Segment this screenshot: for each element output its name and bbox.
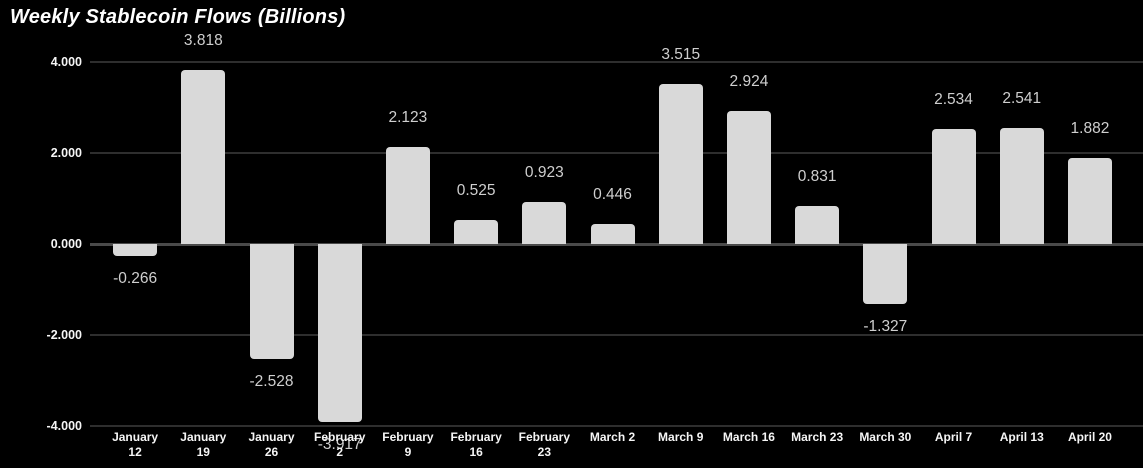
gridline [90, 425, 1143, 427]
bar-march-9 [658, 84, 703, 244]
bars-layer: -0.266 3.818 -2.528 -3.917 2.123 0.525 0.923 0.… [101, 32, 1124, 453]
bar-value-label: 2.123 [388, 109, 428, 127]
y-tick-label: -2.000 [46, 328, 82, 342]
bar-value-label: -3.917 [317, 436, 362, 454]
bar-value-label: 0.923 [524, 164, 564, 181]
x-tick-label: March 16 [722, 430, 775, 444]
x-tick-label: March 23 [791, 430, 844, 444]
bar-value-label: 0.525 [456, 182, 496, 200]
x-tick-label: April 7 [934, 430, 973, 444]
bar-slot: 2.123 [374, 62, 442, 426]
chart-title: Weekly Stablecoin Flows (Billions) [10, 6, 346, 28]
x-axis-labels: January 12 January 19 January 26 February 2 Febr… [101, 430, 1124, 459]
x-tick-label: February 23 [518, 430, 570, 459]
bar-slot: 2.534 [919, 62, 987, 426]
x-tick-label: February 9 [382, 430, 434, 459]
bar-slot: 3.818 [169, 32, 237, 426]
bar-value-label: -1.327 [863, 318, 908, 336]
x-tick-label: February 2 [314, 430, 366, 459]
x-tick-label: January 26 [248, 430, 295, 459]
bar-slot: 2.924 [715, 62, 783, 426]
bar-march-2 [590, 223, 635, 244]
bar-march-23 [795, 206, 840, 244]
bar-slot: 0.831 [783, 62, 851, 426]
bar-slot: 0.446 [578, 62, 646, 426]
y-tick-label: 4.000 [50, 55, 82, 69]
x-tick-label: February 16 [450, 430, 502, 459]
x-tick-label: January 12 [112, 430, 159, 459]
bar-slot: 1.882 [1056, 62, 1124, 426]
gridline [90, 61, 1143, 63]
bar-april-20 [1067, 158, 1112, 244]
x-tick-label: March 2 [589, 430, 636, 444]
gridline [90, 334, 1143, 336]
x-tick-label: April 13 [999, 430, 1044, 444]
bar-value-label: -0.266 [113, 270, 158, 288]
x-tick-label: March 30 [859, 430, 912, 444]
bar-value-label: 2.924 [729, 72, 769, 90]
bar-march-30 [863, 244, 908, 305]
bar-slot: -3.917 [306, 62, 374, 453]
bar-january-26 [249, 244, 294, 360]
bar-april-13 [999, 128, 1044, 244]
y-tick-label: 0.000 [50, 237, 82, 251]
bar-value-label: 2.534 [934, 90, 973, 108]
bar-march-16 [726, 110, 771, 244]
bar-value-label: 3.515 [661, 46, 701, 64]
bar-slot: 3.515 [647, 46, 715, 426]
bar-slot: 2.541 [988, 62, 1056, 426]
bar-slot: -0.266 [101, 62, 169, 426]
bar-february-2 [317, 244, 362, 423]
bar-january-19 [181, 70, 226, 244]
gridline [90, 152, 1143, 154]
zero-axis-line [90, 242, 1143, 246]
x-tick-label: April 20 [1067, 430, 1112, 444]
bar-february-16 [454, 220, 499, 244]
y-tick-label: -4.000 [46, 419, 82, 433]
x-tick-label: January 19 [180, 430, 227, 459]
bar-slot: -1.327 [851, 62, 919, 426]
bar-february-9 [385, 147, 430, 244]
bar-value-label: 1.882 [1070, 120, 1110, 138]
bar-value-label: 3.818 [183, 32, 223, 50]
bar-april-7 [931, 128, 976, 244]
bar-value-label: 0.446 [593, 185, 632, 203]
bar-value-label: 2.541 [1002, 90, 1042, 108]
bar-value-label: 0.831 [797, 168, 837, 186]
bar-january-12 [113, 244, 158, 257]
bar-slot: 0.525 [442, 62, 510, 426]
bar-slot: -2.528 [237, 62, 305, 426]
x-tick-label: March 9 [658, 430, 704, 444]
bar-slot: 0.923 [510, 62, 578, 426]
y-tick-label: 2.000 [50, 146, 82, 160]
bar-value-label: -2.528 [249, 373, 294, 391]
bar-february-23 [522, 202, 567, 244]
